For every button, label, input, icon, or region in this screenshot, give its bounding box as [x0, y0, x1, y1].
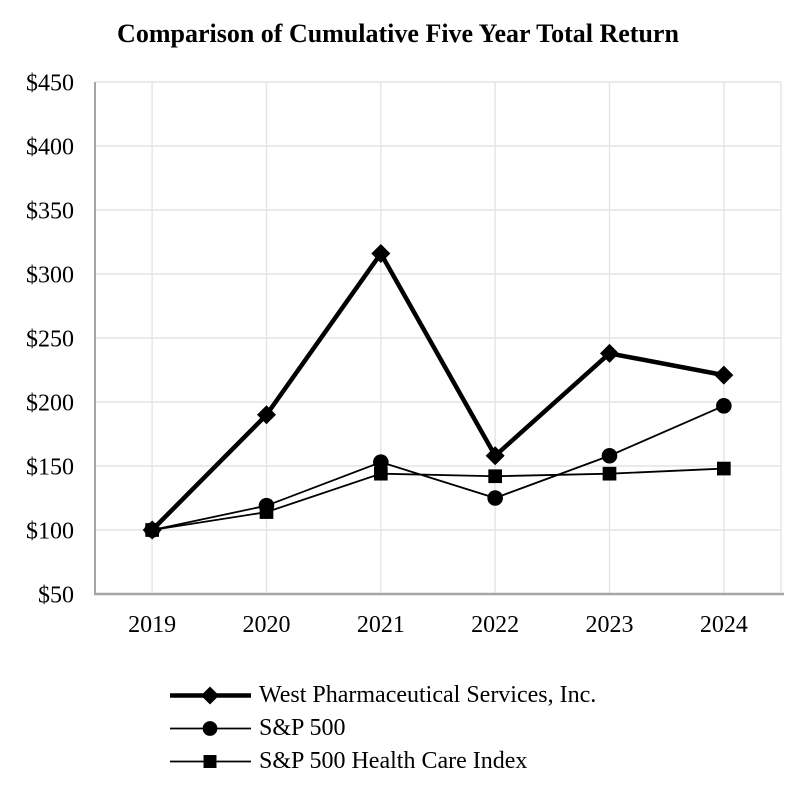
series-line: [150, 249, 725, 532]
y-tick-label: $300: [26, 263, 74, 289]
chart-canvas: $450 $400 $350 $300 $250 $200 $150 $100 $50 2019 2…: [26, 71, 784, 638]
y-tick-label: $400: [26, 135, 74, 161]
y-tick-label: $200: [26, 391, 74, 417]
square-marker-icon: [602, 466, 617, 481]
y-tick-label: $450: [26, 71, 74, 97]
diamond-marker-icon: [257, 405, 276, 425]
diamond-marker-icon: [201, 686, 219, 705]
diamond-marker-icon: [371, 244, 391, 264]
y-tick-label: $250: [26, 327, 74, 353]
diamond-marker-icon: [142, 520, 162, 540]
diamond-marker-icon: [485, 446, 505, 466]
circle-marker-icon: [716, 398, 732, 414]
square-marker-icon: [373, 466, 388, 481]
diamond-marker-icon: [714, 365, 734, 385]
y-tick-label: $350: [26, 199, 74, 225]
circle-marker-icon: [601, 447, 618, 464]
chart-title: Comparison of Cumulative Five Year Total…: [117, 19, 679, 48]
series-s-p-500-health-care-index: [145, 461, 731, 537]
series-line: [152, 467, 724, 531]
y-tick-label: $50: [38, 583, 74, 609]
legend-key: [170, 686, 251, 705]
series-line: [151, 405, 725, 531]
legend-item: S&P 500: [170, 712, 596, 745]
legend-key: [170, 721, 251, 736]
x-tick-label: 2019: [128, 612, 176, 638]
x-tick-label: 2022: [471, 612, 519, 638]
x-tick-label: 2023: [586, 612, 634, 638]
series-west-pharmaceutical-services-inc: [142, 244, 734, 540]
square-marker-icon: [716, 461, 731, 476]
x-tick-label: 2024: [700, 612, 748, 638]
legend: West Pharmaceutical Services, Inc. S&P 50…: [170, 679, 596, 778]
square-marker-icon: [488, 469, 503, 484]
y-tick-label: $150: [26, 455, 74, 481]
circle-marker-icon: [258, 497, 275, 514]
circle-marker-icon: [487, 490, 503, 506]
y-tick-label: $100: [26, 519, 74, 545]
legend-label: S&P 500: [259, 715, 346, 741]
legend-label: S&P 500 Health Care Index: [259, 748, 528, 774]
square-marker-icon: [203, 755, 217, 768]
legend-key: [170, 755, 251, 768]
legend-label: West Pharmaceutical Services, Inc.: [259, 682, 597, 708]
diamond-marker-icon: [600, 343, 619, 363]
x-tick-label: 2021: [357, 612, 405, 638]
legend-item: S&P 500 Health Care Index: [170, 745, 596, 778]
x-tick-label: 2020: [243, 612, 291, 638]
circle-marker-icon: [373, 454, 389, 470]
legend-item: West Pharmaceutical Services, Inc.: [170, 679, 596, 712]
circle-marker-icon: [202, 721, 218, 736]
